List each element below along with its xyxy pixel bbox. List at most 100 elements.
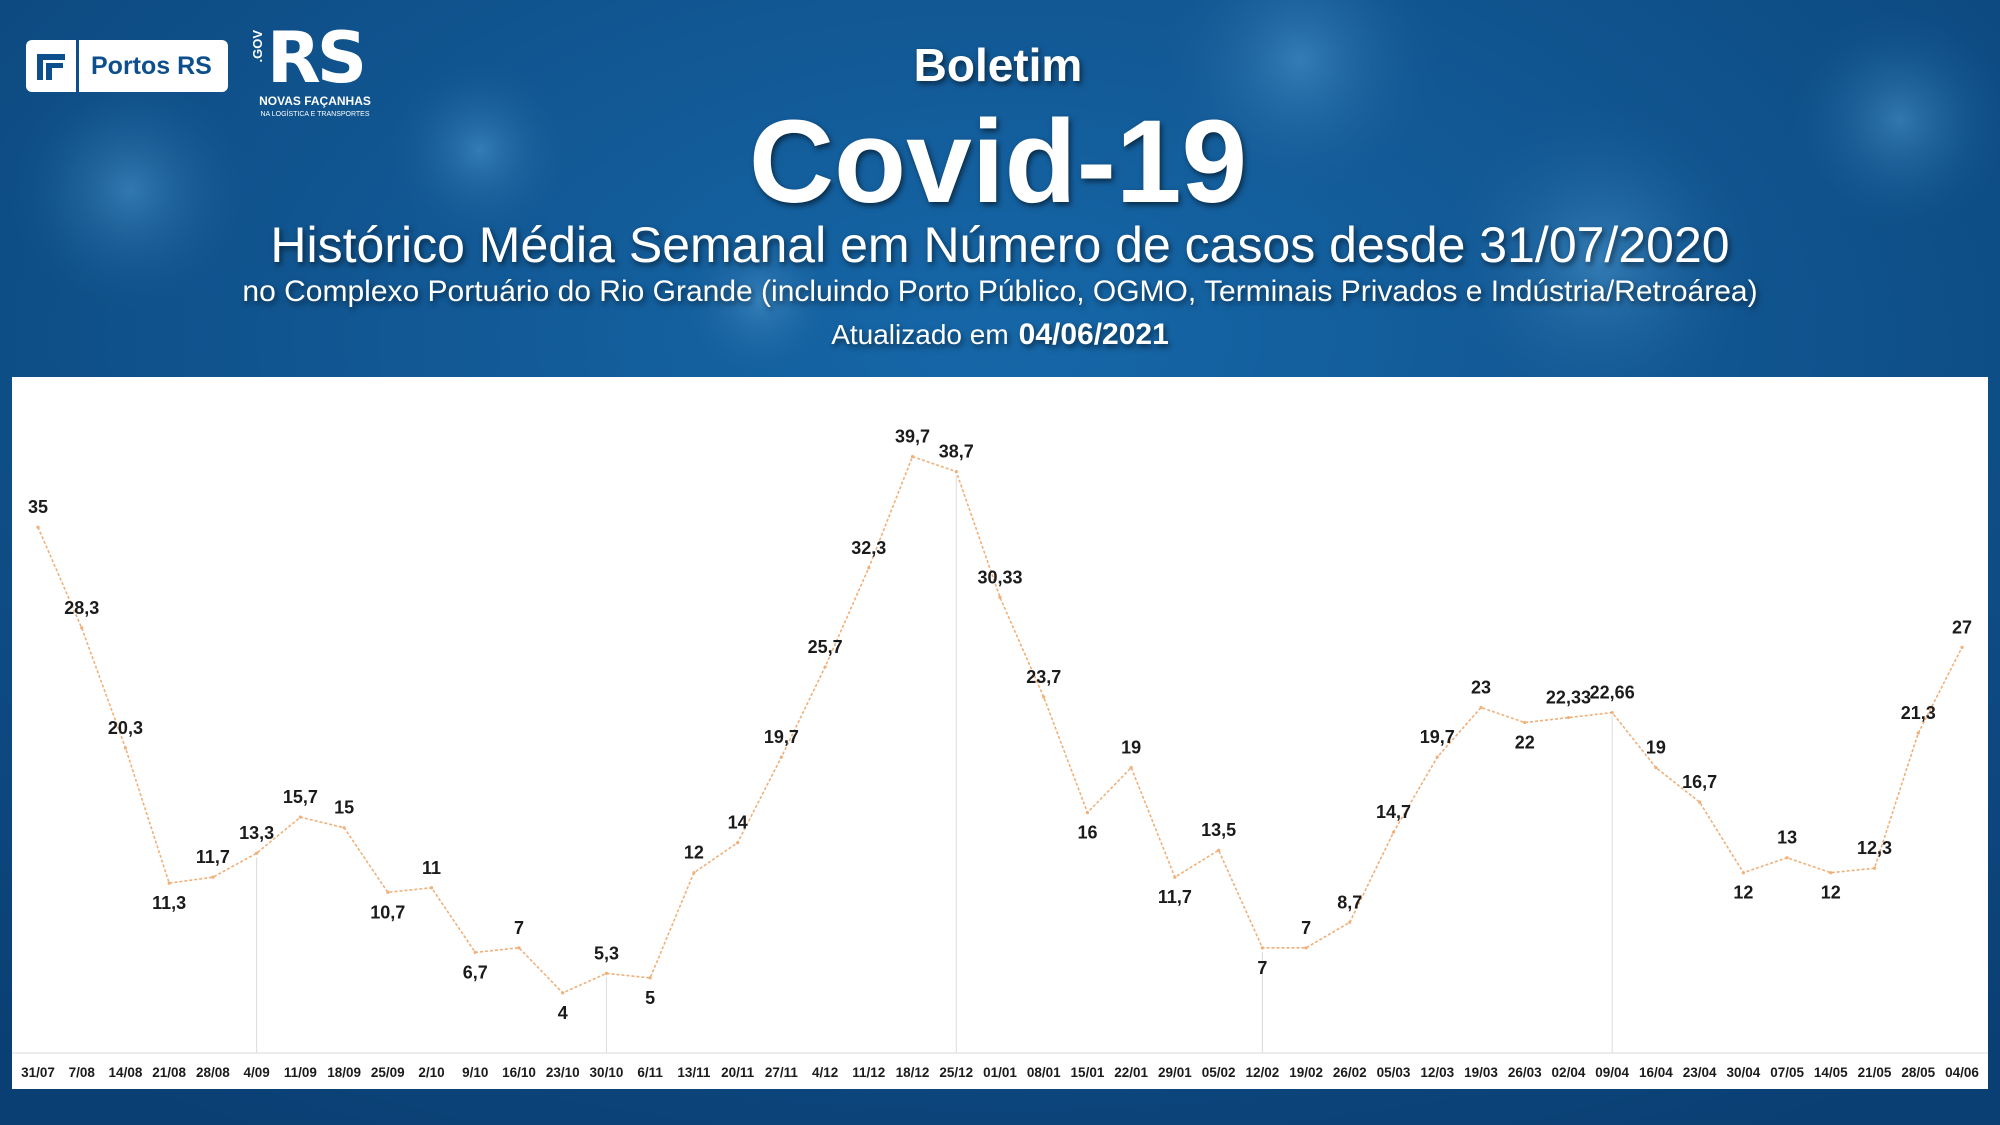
x-tick-label: 13/11 (677, 1065, 711, 1080)
rs-subline: NA LOGÍSTICA E TRANSPORTES (260, 111, 370, 118)
x-tick-label: 16/04 (1639, 1065, 1673, 1080)
data-point (954, 470, 958, 474)
portos-rs-logo: Portos RS (26, 40, 228, 92)
x-tick-label: 4/12 (812, 1065, 838, 1080)
data-point (1785, 856, 1789, 860)
x-tick-label: 14/08 (109, 1065, 143, 1080)
data-label: 5,3 (594, 943, 619, 963)
data-label: 14,7 (1376, 802, 1411, 822)
x-tick-label: 23/04 (1683, 1065, 1717, 1080)
data-label: 6,7 (463, 962, 488, 982)
x-tick-label: 18/09 (327, 1065, 361, 1080)
data-label: 19 (1121, 738, 1141, 758)
data-label: 19,7 (1420, 727, 1455, 747)
bulletin-title: Covid-19 (748, 96, 1248, 228)
data-point (1872, 866, 1877, 870)
data-point (1085, 811, 1090, 815)
data-label: 11 (422, 858, 441, 878)
data-label: 7 (1257, 958, 1267, 978)
data-label: 8,7 (1337, 892, 1362, 912)
data-label: 11,7 (1158, 887, 1192, 907)
updated-line: Atualizado em 04/06/2021 (0, 318, 2000, 352)
data-label: 16 (1077, 823, 1097, 843)
data-label: 15,7 (283, 787, 318, 807)
data-label: 23 (1471, 677, 1491, 697)
x-tick-label: 08/01 (1027, 1065, 1061, 1080)
data-point (1610, 710, 1614, 715)
data-label: 32,3 (851, 538, 886, 558)
data-label: 12 (1733, 883, 1753, 903)
bulletin-kicker: Boletim (913, 39, 1083, 91)
data-label: 39,7 (895, 427, 930, 447)
data-point (604, 971, 609, 975)
x-tick-label: 19/03 (1464, 1065, 1498, 1080)
rs-tagline: NOVAS FAÇANHAS (259, 94, 371, 108)
data-label: 12 (684, 843, 704, 863)
x-tick-label: 02/04 (1552, 1065, 1586, 1080)
data-point (910, 455, 915, 459)
data-point (1348, 920, 1352, 924)
chart-description: no Complexo Portuário do Rio Grande (inc… (242, 275, 1758, 308)
x-tick-label: 29/01 (1158, 1065, 1192, 1080)
data-point (429, 886, 434, 890)
data-label: 16,7 (1682, 772, 1717, 792)
x-tick-label: 6/11 (637, 1065, 663, 1080)
data-label: 22,66 (1590, 683, 1635, 703)
data-point (736, 841, 740, 845)
data-label: 22,33 (1546, 688, 1591, 708)
x-tick-label: 20/11 (721, 1065, 755, 1080)
data-label: 12 (1821, 883, 1841, 903)
x-tick-label: 7/08 (69, 1065, 96, 1080)
x-tick-label: 27/11 (765, 1065, 799, 1080)
data-label: 21,3 (1901, 703, 1936, 723)
x-tick-label: 26/03 (1508, 1065, 1542, 1080)
data-label: 10,7 (370, 902, 405, 922)
data-point (1129, 765, 1133, 770)
x-tick-label: 19/02 (1289, 1065, 1323, 1080)
x-tick-label: 09/04 (1595, 1065, 1629, 1080)
updated-date: 04/06/2021 (1018, 318, 1169, 351)
data-point (1042, 695, 1046, 699)
x-tick-label: 30/10 (590, 1065, 624, 1080)
chart-panel: 35 28,3 20,3 11,3 11,7 13,3 15,7 15 10,7 11 6,7 7 4 5… (12, 377, 1988, 1089)
x-tick-label: 23/10 (546, 1065, 580, 1080)
data-point (1391, 830, 1396, 834)
portos-rs-name: Portos RS (91, 51, 212, 80)
rs-wordmark: RS (266, 17, 367, 99)
data-label: 30,33 (977, 567, 1022, 587)
series-line (37, 455, 1963, 994)
data-point (473, 950, 477, 954)
data-label: 15 (334, 798, 354, 818)
data-label: 11,7 (196, 847, 230, 867)
data-point (1916, 731, 1920, 735)
x-tick-label: 28/08 (196, 1065, 230, 1080)
data-label: 11,3 (152, 893, 186, 913)
data-point (692, 871, 696, 875)
x-tick-label: 21/05 (1858, 1065, 1892, 1080)
data-point (1654, 765, 1658, 770)
data-label: 7 (1301, 918, 1311, 938)
data-point (1566, 715, 1571, 720)
data-label: 13,3 (239, 823, 274, 843)
x-tick-label: 4/09 (243, 1065, 269, 1080)
x-tick-label: 28/05 (1901, 1065, 1935, 1080)
x-tick-label: 22/01 (1114, 1065, 1148, 1080)
data-point (1741, 871, 1745, 875)
data-point (779, 755, 783, 759)
data-label: 27 (1952, 617, 1972, 637)
data-point (561, 991, 565, 995)
x-tick-label: 12/02 (1245, 1065, 1279, 1080)
data-label: 4 (558, 1003, 568, 1023)
x-tick-label: 25/09 (371, 1065, 405, 1080)
data-point (386, 890, 390, 894)
x-tick-label: 12/03 (1420, 1065, 1454, 1080)
x-tick-label: 11/12 (852, 1065, 885, 1080)
updated-label: Atualizado em (831, 319, 1009, 350)
data-point (1304, 946, 1308, 950)
data-point (1173, 875, 1177, 879)
data-point (342, 826, 346, 830)
x-tick-label: 07/05 (1770, 1065, 1804, 1080)
x-tick-label: 25/12 (939, 1065, 973, 1080)
x-tick-label: 2/10 (418, 1065, 444, 1080)
data-point (255, 851, 259, 855)
